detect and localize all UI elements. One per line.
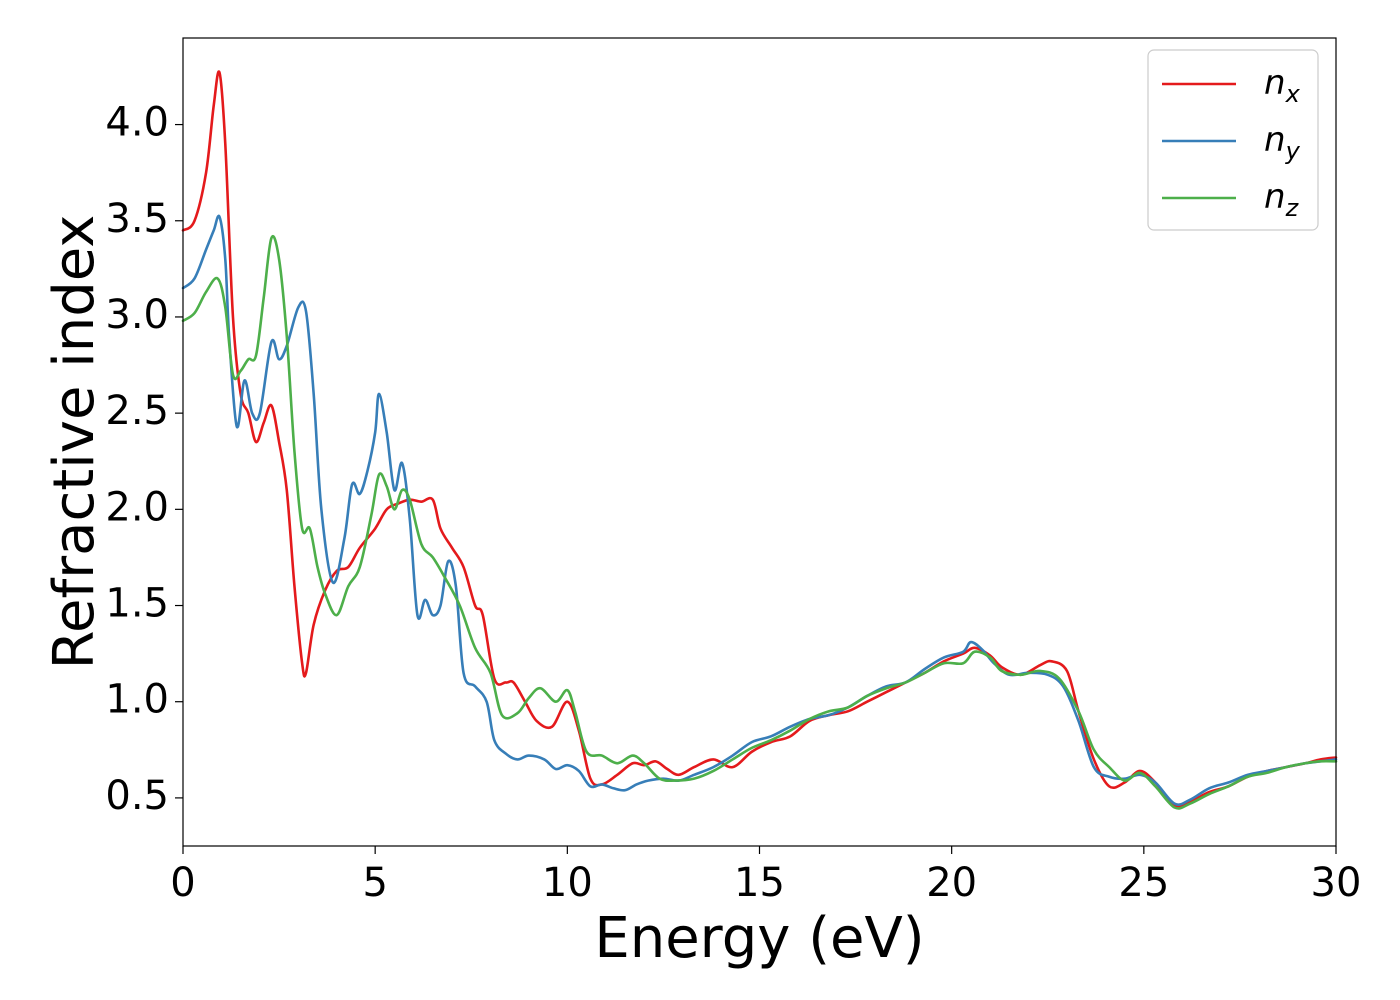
legend-label-nz: nz	[1264, 177, 1300, 222]
x-tick-label: 0	[170, 860, 195, 906]
x-axis-title: Energy (eV)	[594, 906, 924, 971]
legend-entries: nx ny nz	[1162, 63, 1301, 222]
series-layer	[181, 70, 1338, 810]
series-line-nx	[181, 70, 1338, 808]
x-tick-label: 30	[1311, 860, 1362, 906]
y-tick-label: 3.5	[105, 196, 169, 242]
x-axis-ticks: 0 5 10 15 20 25 30	[170, 846, 1361, 906]
y-tick-label: 2.0	[105, 484, 169, 530]
x-tick-label: 15	[734, 860, 785, 906]
x-tick-label: 5	[362, 860, 387, 906]
legend-label-nx: nx	[1264, 63, 1301, 108]
x-tick-label: 25	[1118, 860, 1169, 906]
x-tick-label: 10	[542, 860, 593, 906]
series-line-ny	[181, 214, 1338, 806]
legend-label-ny: ny	[1264, 120, 1301, 165]
y-tick-label: 1.0	[105, 677, 169, 723]
y-tick-label: 4.0	[105, 100, 169, 146]
y-tick-label: 3.0	[105, 292, 169, 338]
y-tick-label: 1.5	[105, 581, 169, 627]
y-tick-label: 2.5	[105, 388, 169, 434]
legend: nx ny nz	[1147, 49, 1319, 231]
y-tick-label: 0.5	[105, 773, 169, 819]
series-line-nz	[181, 235, 1338, 810]
x-tick-label: 20	[926, 860, 977, 906]
y-axis-ticks: 0.5 1.0 1.5 2.0 2.5 3.0 3.5 4.0	[105, 100, 183, 819]
y-axis-title: Refractive index	[42, 215, 107, 670]
